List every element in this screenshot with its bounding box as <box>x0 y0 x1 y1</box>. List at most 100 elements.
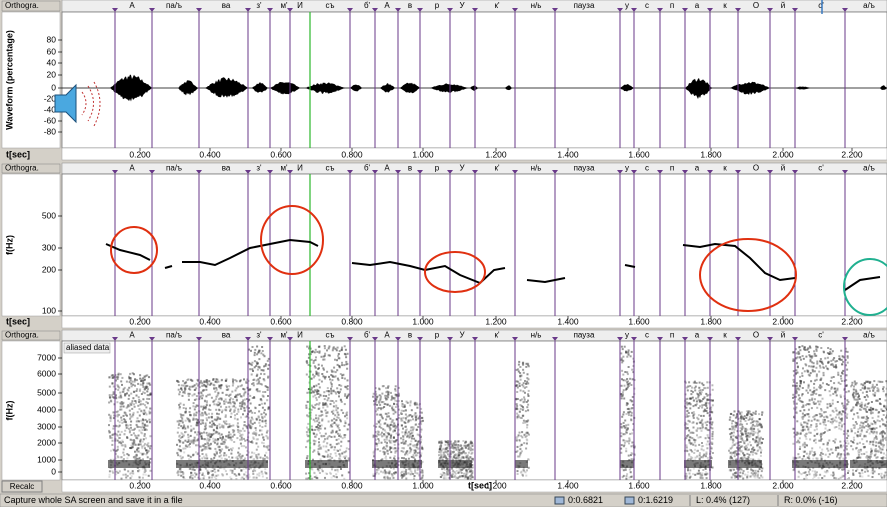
spectrogram-cell <box>240 395 242 397</box>
spectrogram-cell <box>180 441 182 443</box>
spectrogram-cell <box>116 471 118 473</box>
spectrogram-cell <box>821 477 823 479</box>
spectrogram-cell <box>807 429 809 431</box>
spectrogram-cell <box>112 472 114 474</box>
spectrogram-cell <box>698 414 700 416</box>
spectrogram-cell <box>139 404 141 406</box>
spectrogram-cell <box>125 424 127 426</box>
spectrogram-cell <box>758 413 760 415</box>
spectrogram-cell <box>824 389 826 391</box>
spectrogram-cell <box>325 376 327 378</box>
segment-label: О <box>753 331 759 340</box>
spectrogram-cell <box>686 414 688 416</box>
spectrogram-cell <box>139 477 141 479</box>
spectrogram-cell <box>217 470 219 472</box>
spectrogram-cell <box>225 406 227 408</box>
spectrogram-cell <box>253 458 255 460</box>
spectrogram-cell <box>335 419 337 421</box>
spectrogram-cell <box>324 345 326 347</box>
spectrogram-cell <box>848 390 850 392</box>
spectrogram-cell <box>336 387 338 389</box>
spectrogram-cell <box>211 397 213 399</box>
spectrogram-cell <box>802 458 804 460</box>
recalc-label[interactable]: Recalc <box>10 482 34 491</box>
spectrogram-cell <box>696 423 698 425</box>
spectrogram-cell <box>120 406 122 408</box>
spectrogram-cell <box>321 418 323 420</box>
spectrogram-cell <box>832 399 834 401</box>
spectrogram-cell <box>183 391 185 393</box>
spectrogram-cell <box>696 403 698 405</box>
spectrogram-cell <box>130 427 132 429</box>
spectrogram-cell <box>147 394 149 396</box>
spectrogram-cell <box>230 416 232 418</box>
spectrogram-cell <box>415 440 417 442</box>
spectrogram-cell <box>239 405 241 407</box>
spectrogram-cell <box>208 380 210 382</box>
spectrogram-cell <box>146 374 148 376</box>
spectrogram-cell <box>335 455 337 457</box>
spectrogram-cell <box>135 457 137 459</box>
spectrogram-cell <box>829 394 831 396</box>
spectrogram-cell <box>265 452 267 454</box>
spectrogram-cell <box>625 440 627 442</box>
x-tick-label: 1.800 <box>700 316 722 326</box>
spectrogram-cell <box>835 366 837 368</box>
x-tick-label: 1.600 <box>628 316 650 326</box>
spectrogram-cell <box>328 397 330 399</box>
spectrogram-cell <box>185 431 187 433</box>
spectrogram-cell <box>178 389 180 391</box>
spectrogram-cell <box>386 442 388 444</box>
spectrogram-cell <box>378 407 380 409</box>
spectrogram-cell <box>319 425 321 427</box>
spectrogram-cell <box>756 425 758 427</box>
spectrogram-cell <box>266 399 268 401</box>
spectrogram-cell <box>628 349 630 351</box>
spectrogram-cell <box>133 373 135 375</box>
spectrogram-cell <box>109 397 111 399</box>
spectrogram-cell <box>146 383 148 385</box>
spectrogram-cell <box>194 472 196 474</box>
spectrogram-cell <box>816 375 818 377</box>
spectrogram-cell <box>458 457 460 459</box>
spectrogram-cell <box>123 415 125 417</box>
header-label: Orthogra. <box>5 1 39 10</box>
spectrogram-cell <box>384 439 386 441</box>
spectrogram-cell <box>695 398 697 400</box>
spectrogram-cell <box>707 421 709 423</box>
spectrogram-cell <box>205 385 207 387</box>
spectrogram-cell <box>333 405 335 407</box>
spectrogram-cell <box>195 398 197 400</box>
spectrogram-cell <box>746 468 748 470</box>
spectrogram-cell <box>814 353 816 355</box>
spectrogram-cell <box>417 418 419 420</box>
spectrogram-cell <box>803 409 805 411</box>
spectrogram-cell <box>409 435 411 437</box>
spectrogram-cell <box>232 425 234 427</box>
spectrogram-cell <box>805 433 807 435</box>
spectrogram-cell <box>225 420 227 422</box>
spectrogram-cell <box>632 378 634 380</box>
spectrogram-cell <box>308 429 310 431</box>
spectrogram-cell <box>336 416 338 418</box>
spectrogram-cell <box>346 368 348 370</box>
segment-label: ва <box>222 1 231 10</box>
spectrogram-cell <box>741 475 743 477</box>
spectrogram-cell <box>195 414 197 416</box>
spectrogram-cell <box>841 380 843 382</box>
spectrogram-cell <box>255 454 257 456</box>
spectrogram-cell <box>183 385 185 387</box>
spectrogram-cell <box>322 470 324 472</box>
spectrogram-cell <box>109 470 111 472</box>
spectrogram-cell <box>146 444 148 446</box>
spectrogram-cell <box>447 473 449 475</box>
spectrogram-cell <box>694 474 696 476</box>
spectrogram-cell <box>144 424 146 426</box>
spectrogram-cell <box>194 437 196 439</box>
spectrogram-cell <box>134 451 136 453</box>
spectrogram-cell <box>346 396 348 398</box>
spectrogram-cell <box>833 382 835 384</box>
spectrogram-cell <box>623 439 625 441</box>
spectrogram-cell <box>698 437 700 439</box>
spectrogram-cell <box>115 425 117 427</box>
